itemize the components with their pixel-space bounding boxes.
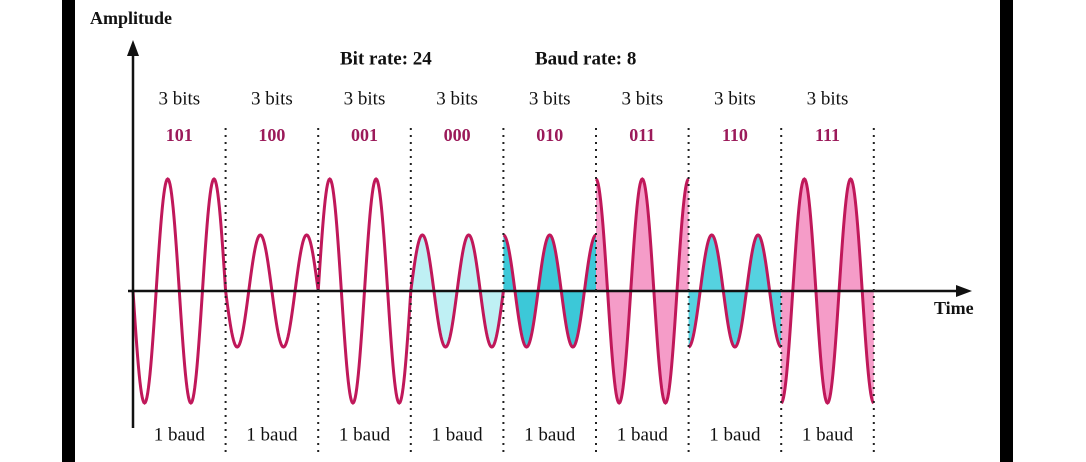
baud-label: 1 baud <box>802 424 854 445</box>
wave <box>780 177 875 405</box>
frame-left <box>62 0 75 462</box>
baud-rate: Baud rate: 8 <box>535 48 636 69</box>
bits-label: 3 bits <box>621 88 663 109</box>
baud-label: 1 baud <box>617 424 669 445</box>
baud-label: 1 baud <box>709 424 761 445</box>
frame-right <box>1000 0 1013 462</box>
bit-code: 110 <box>722 125 748 145</box>
baud-label: 1 baud <box>339 424 391 445</box>
bits-label: 3 bits <box>251 88 293 109</box>
bits-label: 3 bits <box>344 88 386 109</box>
segments: 3 bits 101 1 baud 3 bits 100 1 baud 3 bits 001 1… <box>154 88 875 455</box>
bits-label: 3 bits <box>714 88 756 109</box>
baud-label: 1 baud <box>246 424 298 445</box>
bits-label: 3 bits <box>807 88 849 109</box>
wave <box>502 233 597 349</box>
wave <box>688 233 782 349</box>
bits-label: 3 bits <box>529 88 571 109</box>
bit-code: 100 <box>258 125 285 145</box>
y-axis-label: Amplitude <box>90 8 172 28</box>
bit-code: 011 <box>629 125 655 145</box>
bits-label: 3 bits <box>436 88 478 109</box>
baud-label: 1 baud <box>524 424 576 445</box>
bits-label: 3 bits <box>158 88 200 109</box>
bit-code: 001 <box>351 125 378 145</box>
bit-code: 010 <box>536 125 563 145</box>
y-axis-arrow <box>127 40 139 56</box>
bit-code: 000 <box>444 125 471 145</box>
bit-code: 101 <box>166 125 193 145</box>
baud-label: 1 baud <box>432 424 484 445</box>
x-axis-label: Time <box>934 298 974 318</box>
baud-label: 1 baud <box>154 424 206 445</box>
wave <box>595 177 690 405</box>
bit-rate: Bit rate: 24 <box>340 48 432 69</box>
x-axis-arrow <box>956 285 972 297</box>
bit-code: 111 <box>815 125 840 145</box>
